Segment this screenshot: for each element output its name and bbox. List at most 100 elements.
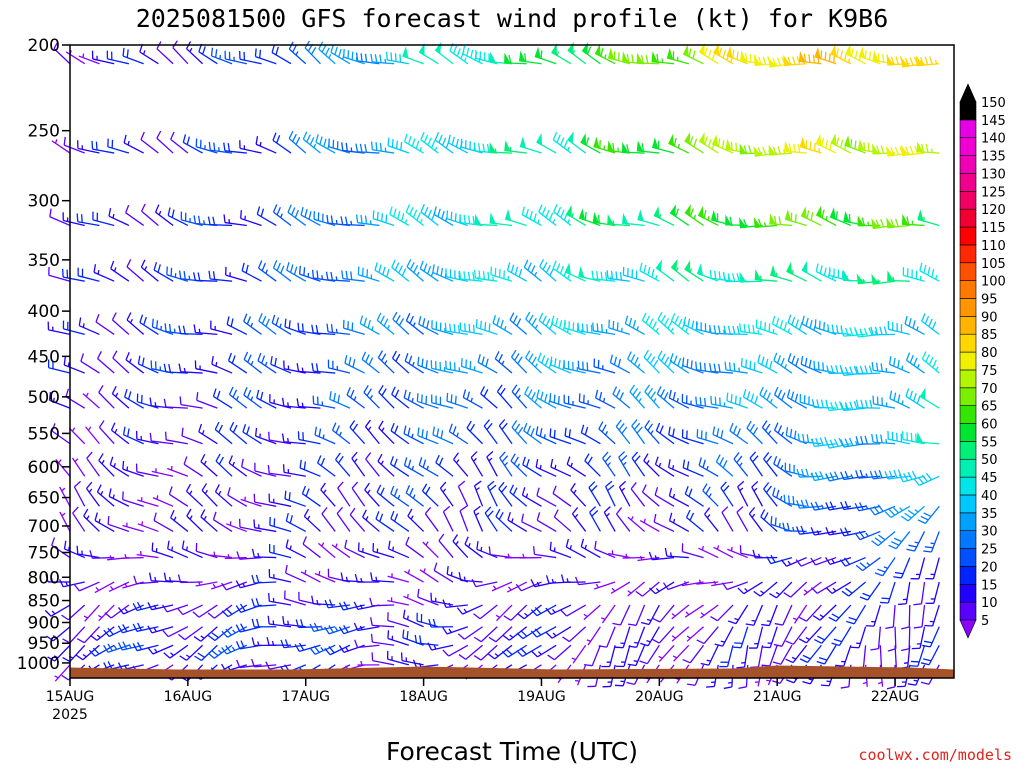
wind-barb <box>212 511 233 532</box>
wind-barb <box>243 313 262 335</box>
wind-barb <box>387 540 410 559</box>
y-tick-label: 400 <box>28 302 60 322</box>
wind-barb <box>125 204 145 226</box>
wind-barb <box>916 141 940 154</box>
wind-barb <box>240 496 262 507</box>
wind-barb <box>164 431 188 445</box>
wind-barb <box>297 431 321 445</box>
wind-barb <box>51 537 71 559</box>
wind-barb <box>710 604 734 622</box>
wind-barb <box>886 217 910 229</box>
wind-barb <box>475 319 498 336</box>
wind-barb <box>195 542 218 559</box>
wind-barb <box>371 652 395 666</box>
wind-barb <box>578 266 601 282</box>
wind-barb <box>477 354 498 374</box>
wind-barb <box>404 569 424 583</box>
wind-barb <box>801 315 822 335</box>
wind-barb <box>628 626 646 648</box>
wind-barb <box>915 55 940 67</box>
colorbar-swatch <box>959 173 977 192</box>
wind-barb <box>905 388 925 409</box>
wind-barb <box>799 393 822 409</box>
wind-barb <box>800 206 822 227</box>
wind-barb <box>910 557 926 580</box>
colorbar-tick-label: 150 <box>981 96 1006 111</box>
wind-barb <box>640 626 660 647</box>
wind-barb <box>742 388 763 409</box>
colorbar-tick-label: 15 <box>981 578 998 593</box>
wind-barb <box>627 516 646 532</box>
wind-barb <box>492 315 513 335</box>
wind-barb <box>698 457 719 477</box>
wind-barb <box>283 360 306 374</box>
wind-barb <box>536 132 557 154</box>
wind-barb <box>588 481 601 507</box>
wind-barb <box>545 604 572 616</box>
wind-barb <box>498 419 513 445</box>
wind-barb <box>417 427 439 445</box>
wind-barb <box>254 427 277 445</box>
wind-barb <box>300 569 321 583</box>
wind-barb <box>622 212 645 227</box>
wind-barb <box>73 581 100 592</box>
wind-barb <box>710 395 734 409</box>
wind-barb <box>583 604 601 621</box>
wind-barb <box>251 574 277 584</box>
wind-barb <box>133 575 159 585</box>
wind-barb <box>403 593 424 606</box>
wind-barb <box>631 451 646 477</box>
wind-barb <box>719 645 734 668</box>
wind-barb <box>700 604 719 619</box>
wind-barb <box>135 430 159 445</box>
wind-barb <box>328 138 351 154</box>
wind-barb <box>888 356 911 374</box>
wind-barb <box>288 130 307 154</box>
wind-barb <box>320 482 336 507</box>
wind-barb <box>772 487 793 507</box>
wind-barb <box>405 312 425 335</box>
wind-barb <box>404 353 424 374</box>
wind-barb <box>651 626 675 644</box>
colorbar-tick-label: 115 <box>981 221 1006 236</box>
wind-barb <box>170 131 189 154</box>
wind-barb <box>581 42 601 65</box>
colorbar-swatch <box>959 458 977 478</box>
wind-barb <box>536 487 557 507</box>
wind-barb <box>855 399 881 409</box>
wind-barb <box>639 518 660 533</box>
wind-barb <box>715 454 734 477</box>
wind-barb <box>643 453 660 477</box>
wind-barb <box>303 508 321 532</box>
wind-barb <box>898 470 925 483</box>
wind-barb <box>464 536 483 559</box>
wind-barb <box>874 557 896 577</box>
wind-barb <box>615 645 631 668</box>
wind-barb <box>913 604 926 629</box>
wind-barb <box>524 386 542 409</box>
wind-barb <box>562 626 587 643</box>
colorbar-tick-label: 25 <box>981 543 998 558</box>
wind-barb <box>459 322 483 336</box>
colorbar-low-arrow <box>959 619 977 639</box>
wind-barb <box>75 644 100 661</box>
wind-barb <box>111 386 130 409</box>
wind-barb <box>627 645 646 667</box>
wind-barb <box>566 456 587 477</box>
wind-barb <box>124 388 144 409</box>
wind-barb <box>536 512 557 533</box>
colorbar-swatch <box>959 119 977 139</box>
wind-barb <box>768 144 792 156</box>
wind-barb <box>810 581 837 594</box>
wind-barb <box>94 581 115 594</box>
wind-barb <box>565 538 586 559</box>
wind-barb <box>480 386 498 409</box>
wind-barb <box>111 312 130 335</box>
wind-barb <box>458 270 483 282</box>
wind-barb <box>226 316 248 335</box>
wind-barb <box>511 384 528 409</box>
colorbar-tick-label: 145 <box>981 114 1006 129</box>
wind-barb <box>651 51 675 65</box>
wind-barb <box>473 644 498 661</box>
